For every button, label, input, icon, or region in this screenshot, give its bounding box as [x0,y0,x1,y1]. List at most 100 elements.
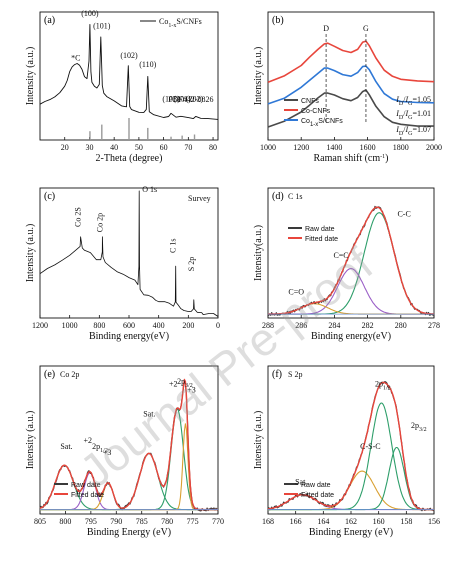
panel-d-xps: 288 286 284 282 280 278 (d) Binding energy(eV) I… [253,187,440,342]
x-tick-label: 30 [85,143,93,152]
legend-label: Co-CNFs [301,108,331,115]
x-tick-label: 280 [395,321,407,330]
component-2p32 [268,446,434,511]
peak-label: Co 2S [74,207,83,227]
panel-title: Survey [188,194,211,203]
x-axis-label: Binding energy(eV) [89,331,169,342]
peak-label: Sat. [295,477,307,486]
peak-label: Sat. [143,409,155,418]
x-tick-label: 168 [262,517,274,526]
panel-e-xps: 805 800 795 790 785 780 775 770 (e) Binding Energ… [25,365,224,538]
fitted-line [39,378,218,511]
plot-frame [39,187,219,319]
legend-label: Raw date [71,482,101,489]
legend-label: Co1-xS/CNFs [159,17,202,29]
legend-label: Raw date [301,482,331,489]
x-tick-label: 400 [153,321,165,330]
panel-letter: (c) [44,191,55,202]
peak-label: C-S-C [360,442,380,451]
panel-f-xps: 168 166 164 162 160 158 156 (f) Binding Energy (… [253,365,440,538]
panel-letter: (a) [44,15,55,26]
peak-label: (102) [120,51,138,60]
y-axis-label: Intensity (a.u.) [25,224,36,283]
x-tick-label: 50 [135,143,143,152]
component-label: C-C [397,210,410,219]
x-tick-label: 795 [85,517,97,526]
y-axis-label: Intensity (a.u.) [25,411,36,470]
peak-label: 2p3/2 [177,377,193,389]
x-tick-label: 1200 [32,321,48,330]
x-tick-label: 162 [345,517,357,526]
x-tick-label: 805 [34,517,46,526]
peak-label: (103) [162,95,180,104]
series-line-survey [39,190,219,317]
y-axis-label: Intensity (a.u.) [253,47,264,106]
peak-label: (110) [139,60,156,69]
x-tick-label: 166 [290,517,302,526]
x-tick-label: 785 [136,517,148,526]
x-axis-label: Binding energy(eV) [311,331,391,342]
component-label: C=O [288,288,304,297]
legend-label: Raw date [305,226,335,233]
x-tick-label: 288 [262,321,274,330]
x-tick-label: 0 [216,321,220,330]
legend-label: Fitted date [71,492,104,499]
x-axis-label: Raman shift (cm-1) [314,153,389,164]
y-axis-label: Intensity (a.u.) [253,411,264,470]
x-tick-label: 200 [182,321,194,330]
legend-label: CNFs [301,98,319,105]
x-tick-label: 2000 [426,143,442,152]
peak-label: D [323,24,329,33]
peak-label: +3 [187,386,196,395]
peak-label: G [363,24,369,33]
peak-label: +3 [103,448,112,457]
panel-title: Co 2p [60,370,79,379]
peak-label: (201) [173,95,191,104]
series-line-cocnfs [267,40,435,83]
peak-label: O 1s [142,185,157,194]
panel-title: S 2p [288,370,302,379]
x-tick-label: 1400 [326,143,342,152]
ratio-label: ID/IG=1.05 [395,95,431,107]
peak-label: 2p1/2 [375,380,391,392]
legend-label: Fitted date [305,236,338,243]
x-axis-label: Binding Energy (eV) [87,527,171,538]
panel-c-survey: 1200 1000 800 600 400 200 0 (c) Binding energy(e… [25,185,220,342]
panel-b-raman: 1000 1200 1400 1600 1800 2000 (b) Raman shift (… [253,11,442,164]
panel-title: C 1s [288,192,302,201]
x-tick-label: 160 [373,517,385,526]
panel-letter: (b) [272,15,284,26]
x-tick-label: 1000 [260,143,276,152]
x-tick-label: 775 [187,517,199,526]
plot-frame [267,187,435,319]
peak-label: C 1s [169,239,178,253]
x-tick-label: 282 [362,321,374,330]
series-line-xrd [39,24,219,120]
peak-label: (202) [186,95,204,104]
panel-letter: (d) [272,191,284,202]
plot-frame [39,365,219,515]
peak-label: (100) [81,9,99,18]
x-axis-label: 2-Theta (degree) [96,153,163,164]
watermark-text: Journal Pre-proof [70,237,382,497]
x-tick-label: 800 [93,321,105,330]
panel-letter: (f) [272,369,282,380]
reference-label: PDF#42-0826 [168,95,213,104]
x-tick-label: 158 [400,517,412,526]
x-tick-label: 284 [328,321,340,330]
x-tick-label: 1200 [293,143,309,152]
fitted-line [267,381,434,511]
peak-label: Sat. [60,442,72,451]
ratio-label: ID/IG=1.01 [395,109,431,121]
y-axis-label: Intensity (a.u.) [25,47,36,106]
fitted-line [268,206,435,315]
x-tick-label: 70 [184,143,192,152]
series-line-cnfs [267,89,434,128]
peak-label: +2 [169,380,178,389]
panel-a-xrd: 20 30 40 50 60 70 80 (a) 2-Theta (degree) Intensi… [25,9,219,164]
x-tick-label: 790 [110,517,122,526]
legend-label: Fitted date [301,492,334,499]
x-tick-label: 80 [209,143,217,152]
x-tick-label: 780 [161,517,173,526]
